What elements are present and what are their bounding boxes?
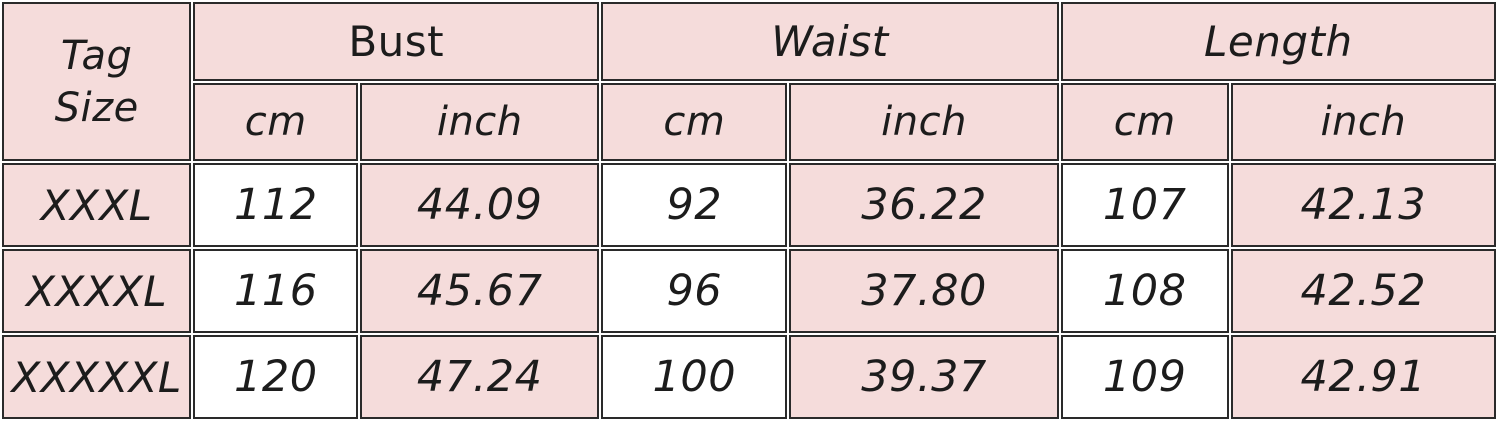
- row-tag-size: XXXXXL: [2, 335, 192, 419]
- length-group-header: Length: [1060, 2, 1496, 81]
- row-waist-inch: 36.22: [789, 163, 1059, 247]
- row-bust-cm: 112: [193, 163, 359, 247]
- row-bust-inch: 44.09: [360, 163, 600, 247]
- size-chart-table: Tag Size Bust Waist Length cm inch cm in…: [0, 0, 1498, 421]
- row-length-inch: 42.13: [1230, 163, 1496, 247]
- table-row: XXXL 112 44.09 92 36.22 107 42.13: [2, 163, 1496, 247]
- row-length-cm: 108: [1060, 249, 1229, 333]
- table-row: XXXXL 116 45.67 96 37.80 108 42.52: [2, 249, 1496, 333]
- waist-inch-header: inch: [789, 83, 1059, 161]
- row-length-inch: 42.91: [1230, 335, 1496, 419]
- bust-inch-header: inch: [360, 83, 600, 161]
- row-waist-cm: 96: [601, 249, 788, 333]
- bust-cm-header: cm: [193, 83, 359, 161]
- row-bust-inch: 47.24: [360, 335, 600, 419]
- row-waist-inch: 37.80: [789, 249, 1059, 333]
- row-tag-size: XXXL: [2, 163, 192, 247]
- row-bust-inch: 45.67: [360, 249, 600, 333]
- waist-group-header: Waist: [601, 2, 1059, 81]
- row-length-cm: 109: [1060, 335, 1229, 419]
- tag-size-header-cell: Tag Size: [2, 2, 192, 161]
- bust-group-header: Bust: [193, 2, 600, 81]
- row-tag-size: XXXXL: [2, 249, 192, 333]
- row-waist-cm: 92: [601, 163, 788, 247]
- row-bust-cm: 116: [193, 249, 359, 333]
- row-waist-cm: 100: [601, 335, 788, 419]
- waist-cm-header: cm: [601, 83, 788, 161]
- row-length-inch: 42.52: [1230, 249, 1496, 333]
- tag-size-label-line2: Size: [54, 84, 139, 131]
- group-header-row: Tag Size Bust Waist Length: [2, 2, 1496, 161]
- length-cm-header: cm: [1060, 83, 1229, 161]
- row-waist-inch: 39.37: [789, 335, 1059, 419]
- row-bust-cm: 120: [193, 335, 359, 419]
- unit-header-row: cm inch cm inch cm inch: [2, 83, 1496, 161]
- table-row: XXXXXL 120 47.24 100 39.37 109 42.91: [2, 335, 1496, 419]
- tag-size-label-line1: Tag: [60, 32, 133, 79]
- row-length-cm: 107: [1060, 163, 1229, 247]
- length-inch-header: inch: [1230, 83, 1496, 161]
